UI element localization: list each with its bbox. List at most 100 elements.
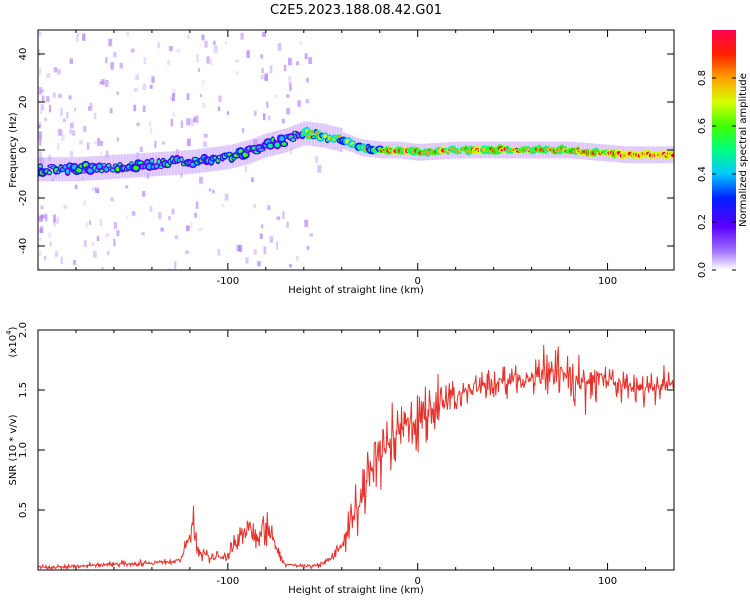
noise-speckle	[227, 111, 230, 115]
noise-speckle	[190, 221, 193, 229]
noise-speckle	[69, 122, 74, 129]
noise-speckle	[267, 205, 271, 211]
noise-speckle	[161, 141, 166, 145]
noise-speckle	[264, 73, 269, 82]
spectrogram-xtick-label: 0	[415, 276, 421, 287]
noise-speckle	[54, 251, 59, 258]
noise-speckle	[48, 232, 52, 238]
noise-speckle	[186, 118, 191, 126]
noise-speckle	[113, 222, 117, 229]
spectral-band-core	[87, 167, 94, 173]
noise-speckle	[86, 142, 90, 150]
noise-speckle	[133, 88, 138, 92]
noise-speckle	[235, 71, 239, 76]
spectral-band-core	[281, 142, 287, 146]
noise-speckle	[160, 227, 164, 232]
noise-speckle	[201, 102, 206, 108]
noise-speckle	[260, 54, 264, 59]
spectral-band-core	[106, 164, 111, 168]
spectral-halo	[311, 122, 314, 147]
spectral-band-core	[308, 130, 314, 133]
spectral-band-core	[82, 170, 85, 173]
noise-speckle	[171, 112, 176, 117]
spectral-band-core	[180, 157, 183, 162]
noise-speckle	[44, 213, 48, 222]
noise-speckle	[288, 76, 292, 84]
noise-speckle	[224, 41, 228, 45]
noise-speckle	[46, 96, 50, 103]
noise-speckle	[308, 57, 313, 64]
noise-speckle	[38, 31, 42, 37]
noise-speckle	[113, 238, 116, 247]
noise-speckle	[38, 268, 41, 270]
spectrogram-panel: -100 0 100 -40 -20 0 20 40 Height of straight l…	[8, 29, 675, 296]
noise-speckle	[142, 83, 147, 91]
spectral-band-core	[133, 165, 139, 171]
noise-speckle	[39, 151, 42, 159]
noise-speckle	[288, 57, 292, 66]
noise-speckle	[106, 250, 110, 256]
noise-speckle	[79, 139, 83, 145]
noise-speckle	[100, 267, 104, 270]
noise-speckle	[195, 201, 199, 209]
spectral-band-core	[279, 136, 285, 141]
noise-speckle	[217, 248, 221, 256]
snr-ylabel: SNR (10 * v/v)	[8, 414, 19, 485]
noise-speckle	[149, 84, 153, 89]
spectral-band-core	[100, 169, 104, 173]
noise-speckle	[257, 261, 261, 267]
noise-speckle	[180, 120, 184, 128]
noise-speckle	[108, 38, 113, 47]
noise-speckle	[83, 125, 87, 132]
noise-speckle	[69, 150, 74, 158]
noise-speckle	[267, 115, 271, 121]
noise-speckle	[193, 117, 196, 123]
spectral-band-core	[291, 138, 296, 141]
noise-speckle	[73, 260, 76, 265]
snr-scale-close: )	[8, 326, 19, 330]
noise-speckle	[180, 172, 183, 178]
spectral-halo	[285, 128, 289, 153]
noise-speckle	[204, 40, 208, 48]
noise-speckle	[56, 217, 59, 224]
noise-speckle	[274, 94, 278, 99]
noise-speckle	[285, 94, 290, 98]
noise-speckle	[60, 108, 63, 116]
noise-speckle	[288, 83, 292, 91]
noise-speckle	[91, 242, 95, 246]
noise-speckle	[283, 64, 287, 72]
noise-speckle	[109, 108, 113, 114]
noise-speckle	[169, 96, 174, 101]
noise-speckle	[93, 112, 97, 120]
noise-speckle	[296, 61, 299, 66]
noise-speckle	[211, 189, 215, 194]
noise-speckle	[171, 93, 176, 102]
noise-speckle	[53, 214, 56, 223]
snr-xlabel: Height of straight line (km)	[288, 585, 424, 596]
noise-speckle	[173, 261, 177, 270]
noise-speckle	[266, 101, 269, 108]
spectrogram-ytick-label: 40	[18, 48, 29, 61]
noise-speckle	[244, 165, 247, 172]
noise-speckle	[218, 95, 222, 103]
snr-scale-label: (x104)	[5, 326, 19, 357]
noise-speckle	[262, 113, 266, 121]
noise-speckle	[133, 104, 137, 112]
noise-speckle	[239, 244, 243, 252]
noise-speckle	[186, 93, 190, 101]
noise-speckle	[105, 150, 109, 158]
noise-speckle	[130, 48, 135, 53]
noise-speckle	[40, 88, 45, 93]
noise-speckle	[96, 189, 100, 194]
noise-speckle	[201, 80, 205, 87]
noise-speckle	[167, 60, 171, 65]
noise-speckle	[235, 59, 239, 63]
noise-speckle	[105, 80, 109, 88]
noise-speckle	[60, 256, 63, 265]
noise-speckle	[135, 74, 140, 80]
noise-speckle	[71, 130, 76, 136]
noise-speckle	[297, 100, 301, 107]
spectrogram-ytick-label: 20	[18, 96, 29, 109]
noise-speckle	[190, 118, 194, 127]
noise-speckle	[263, 74, 268, 81]
